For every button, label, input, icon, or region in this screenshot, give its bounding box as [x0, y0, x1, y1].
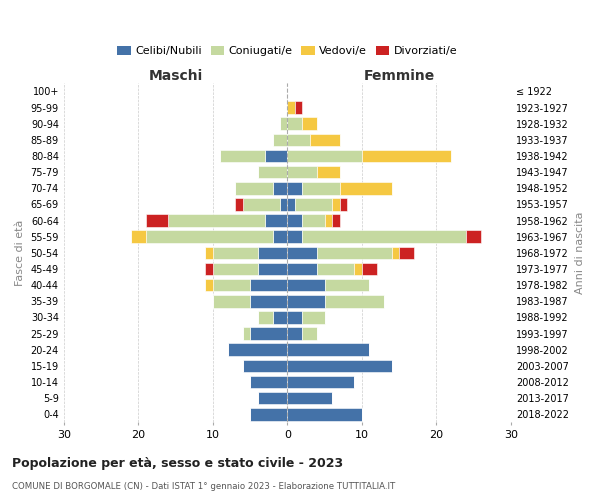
- Bar: [295, 198, 332, 210]
- Legend: Celibi/Nubili, Coniugati/e, Vedovi/e, Divorziati/e: Celibi/Nubili, Coniugati/e, Vedovi/e, Di…: [113, 42, 462, 61]
- Bar: [205, 262, 213, 276]
- Bar: [287, 102, 295, 114]
- Bar: [287, 392, 332, 404]
- Bar: [213, 295, 250, 308]
- Bar: [272, 182, 287, 194]
- Bar: [220, 150, 265, 162]
- Bar: [295, 102, 302, 114]
- Y-axis label: Fasce di età: Fasce di età: [15, 220, 25, 286]
- Bar: [257, 311, 272, 324]
- Bar: [235, 198, 242, 210]
- Bar: [287, 118, 302, 130]
- Bar: [205, 279, 213, 291]
- Bar: [257, 262, 287, 276]
- Bar: [228, 344, 287, 356]
- Bar: [205, 246, 213, 259]
- Bar: [287, 344, 370, 356]
- Bar: [355, 262, 362, 276]
- Bar: [287, 198, 295, 210]
- Bar: [287, 134, 310, 146]
- Bar: [340, 182, 392, 194]
- Bar: [287, 360, 392, 372]
- Text: COMUNE DI BORGOMALE (CN) - Dati ISTAT 1° gennaio 2023 - Elaborazione TUTTITALIA.: COMUNE DI BORGOMALE (CN) - Dati ISTAT 1°…: [12, 482, 395, 491]
- Bar: [250, 328, 287, 340]
- Bar: [317, 246, 392, 259]
- Bar: [325, 295, 385, 308]
- Bar: [340, 198, 347, 210]
- Text: Popolazione per età, sesso e stato civile - 2023: Popolazione per età, sesso e stato civil…: [12, 458, 343, 470]
- Bar: [250, 408, 287, 420]
- Bar: [302, 118, 317, 130]
- Bar: [310, 134, 340, 146]
- Bar: [250, 376, 287, 388]
- Bar: [302, 311, 325, 324]
- Bar: [257, 392, 287, 404]
- Bar: [325, 279, 370, 291]
- Bar: [272, 311, 287, 324]
- Bar: [257, 246, 287, 259]
- Bar: [146, 214, 168, 227]
- Bar: [287, 230, 302, 243]
- Bar: [287, 150, 362, 162]
- Bar: [131, 230, 146, 243]
- Bar: [317, 166, 340, 178]
- Bar: [280, 198, 287, 210]
- Bar: [287, 166, 317, 178]
- Bar: [362, 150, 451, 162]
- Text: Femmine: Femmine: [364, 68, 435, 82]
- Bar: [399, 246, 414, 259]
- Bar: [317, 262, 355, 276]
- Bar: [287, 295, 325, 308]
- Text: Maschi: Maschi: [148, 68, 203, 82]
- Bar: [272, 134, 287, 146]
- Bar: [146, 230, 272, 243]
- Bar: [265, 214, 287, 227]
- Y-axis label: Anni di nascita: Anni di nascita: [575, 212, 585, 294]
- Bar: [325, 214, 332, 227]
- Bar: [332, 198, 340, 210]
- Bar: [280, 118, 287, 130]
- Bar: [235, 182, 272, 194]
- Bar: [287, 328, 302, 340]
- Bar: [213, 262, 257, 276]
- Bar: [272, 230, 287, 243]
- Bar: [466, 230, 481, 243]
- Bar: [287, 214, 302, 227]
- Bar: [242, 328, 250, 340]
- Bar: [287, 246, 317, 259]
- Bar: [250, 295, 287, 308]
- Bar: [250, 279, 287, 291]
- Bar: [362, 262, 377, 276]
- Bar: [168, 214, 265, 227]
- Bar: [287, 182, 302, 194]
- Bar: [302, 214, 325, 227]
- Bar: [213, 279, 250, 291]
- Bar: [213, 246, 257, 259]
- Bar: [265, 150, 287, 162]
- Bar: [242, 198, 280, 210]
- Bar: [257, 166, 287, 178]
- Bar: [392, 246, 399, 259]
- Bar: [242, 360, 287, 372]
- Bar: [287, 311, 302, 324]
- Bar: [302, 182, 340, 194]
- Bar: [332, 214, 340, 227]
- Bar: [287, 376, 355, 388]
- Bar: [287, 262, 317, 276]
- Bar: [302, 328, 317, 340]
- Bar: [287, 279, 325, 291]
- Bar: [287, 408, 362, 420]
- Bar: [302, 230, 466, 243]
